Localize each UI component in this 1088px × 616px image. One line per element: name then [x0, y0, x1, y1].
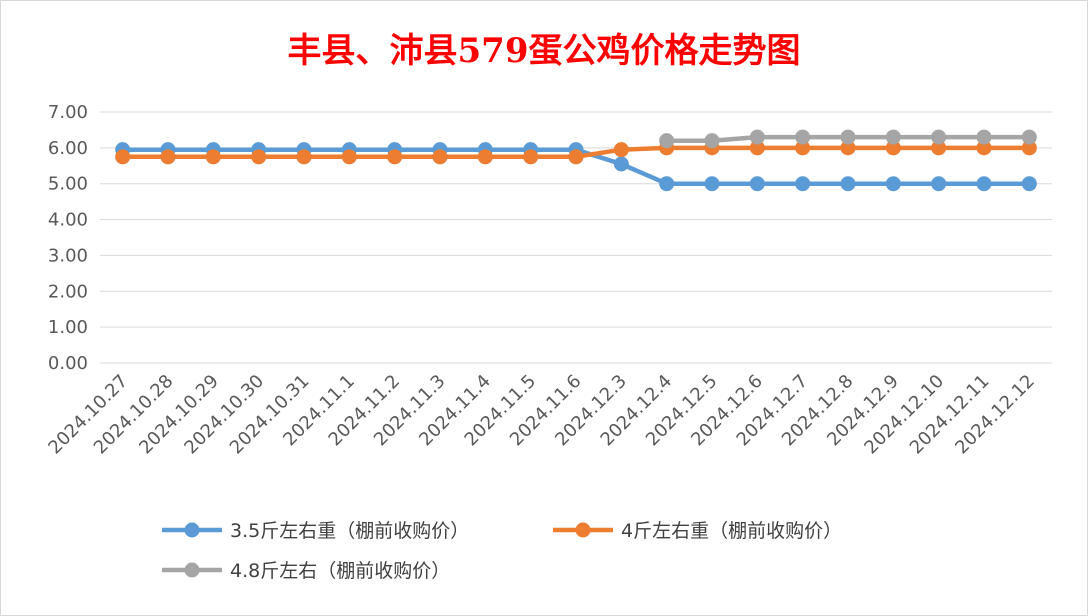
- y-tick-label: 2.00: [48, 281, 88, 302]
- series-1-point: [795, 176, 811, 192]
- series-3-point: [704, 133, 720, 149]
- series-2-point: [749, 140, 765, 156]
- y-tick-label: 6.00: [48, 138, 88, 159]
- series-3-point: [1021, 129, 1037, 145]
- series-1-point: [613, 156, 629, 172]
- series-2-point: [387, 149, 403, 165]
- series-2-point: [885, 140, 901, 156]
- series-2-point: [1021, 140, 1037, 156]
- y-tick-label: 3.00: [48, 245, 88, 266]
- legend-marker-3: [184, 562, 200, 578]
- y-tick-label: 0.00: [48, 353, 88, 374]
- series-3-point: [659, 133, 675, 149]
- series-1-point: [885, 176, 901, 192]
- legend-label-2: 4斤左右重（棚前收购价）: [621, 520, 842, 542]
- series-2-point: [432, 149, 448, 165]
- series-2-point: [795, 140, 811, 156]
- series-2-point: [523, 149, 539, 165]
- chart-title: 丰县、沛县579蛋公鸡价格走势图: [288, 31, 801, 71]
- series-2-point: [251, 149, 267, 165]
- series-3-point: [795, 129, 811, 145]
- legend-marker-1: [184, 522, 200, 538]
- series-2-point: [115, 149, 131, 165]
- series-3-point: [749, 129, 765, 145]
- legend-label-1: 3.5斤左右重（棚前收购价）: [230, 520, 469, 542]
- series-1-point: [976, 176, 992, 192]
- y-tick-label: 5.00: [48, 174, 88, 195]
- series-1-point: [931, 176, 947, 192]
- series-2-point: [613, 142, 629, 158]
- legend-label-3: 4.8斤左右（棚前收购价）: [230, 560, 450, 582]
- series-3-point: [840, 129, 856, 145]
- series-1-point: [840, 176, 856, 192]
- series-2-point: [160, 149, 176, 165]
- y-tick-label: 7.00: [48, 102, 88, 123]
- series-1-point: [749, 176, 765, 192]
- series-3-point: [931, 129, 947, 145]
- series-2-point: [931, 140, 947, 156]
- series-1-point: [659, 176, 675, 192]
- series-2-point: [205, 149, 221, 165]
- series-2-point: [840, 140, 856, 156]
- legend-marker-2: [575, 522, 591, 538]
- y-tick-label: 1.00: [48, 317, 88, 338]
- series-1-point: [704, 176, 720, 192]
- series-2-point: [976, 140, 992, 156]
- series-2-point: [477, 149, 493, 165]
- series-2-point: [568, 149, 584, 165]
- y-tick-label: 4.00: [48, 210, 88, 231]
- series-2-point: [341, 149, 357, 165]
- series-3-point: [976, 129, 992, 145]
- series-2-point: [296, 149, 312, 165]
- series-1-point: [1021, 176, 1037, 192]
- series-3-point: [885, 129, 901, 145]
